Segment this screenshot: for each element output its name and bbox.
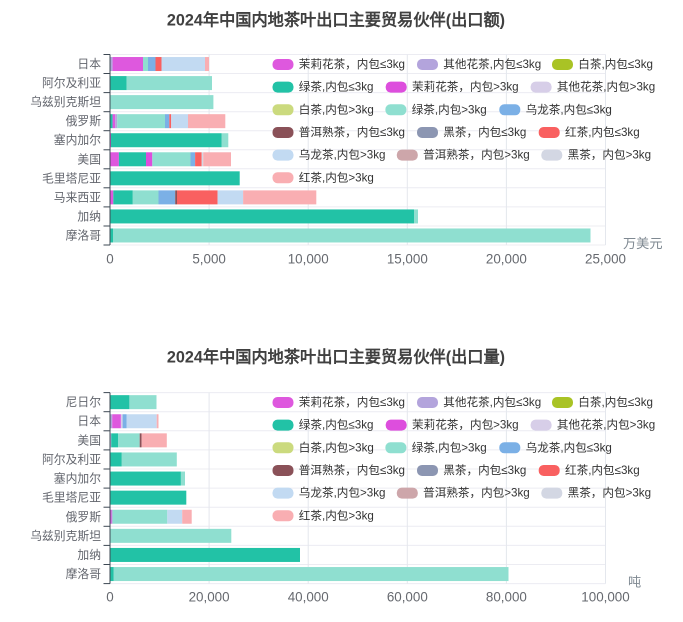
svg-text:茉莉花茶，内包≤3kg: 茉莉花茶，内包≤3kg bbox=[299, 395, 405, 409]
svg-text:塞内加尔: 塞内加尔 bbox=[54, 133, 101, 147]
svg-text:20,000: 20,000 bbox=[486, 252, 527, 267]
svg-text:白茶,内包>3kg: 白茶,内包>3kg bbox=[299, 440, 374, 454]
svg-text:白茶,内包≤3kg: 白茶,内包≤3kg bbox=[578, 57, 653, 71]
svg-text:阿尔及利亚: 阿尔及利亚 bbox=[42, 76, 101, 90]
svg-text:普洱熟茶，内包>3kg: 普洱熟茶，内包>3kg bbox=[423, 148, 530, 162]
svg-text:红茶,内包>3kg: 红茶,内包>3kg bbox=[299, 508, 374, 522]
svg-text:普洱熟茶，内包>3kg: 普洱熟茶，内包>3kg bbox=[423, 486, 530, 500]
svg-text:万美元: 万美元 bbox=[623, 236, 663, 251]
svg-text:加纳: 加纳 bbox=[77, 209, 101, 223]
svg-text:60,000: 60,000 bbox=[387, 590, 428, 605]
svg-text:20,000: 20,000 bbox=[189, 590, 230, 605]
svg-text:黑茶，内包>3kg: 黑茶，内包>3kg bbox=[568, 486, 651, 500]
svg-text:毛里塔尼亚: 毛里塔尼亚 bbox=[42, 171, 101, 185]
svg-text:俄罗斯: 俄罗斯 bbox=[66, 510, 102, 524]
svg-text:普洱熟茶，内包≤3kg: 普洱熟茶，内包≤3kg bbox=[299, 463, 405, 477]
svg-text:其他花茶,内包>3kg: 其他花茶,内包>3kg bbox=[557, 80, 655, 94]
svg-text:100,000: 100,000 bbox=[581, 590, 629, 605]
svg-text:15,000: 15,000 bbox=[387, 252, 428, 267]
svg-text:茉莉花茶，内包>3kg: 茉莉花茶，内包>3kg bbox=[412, 80, 519, 94]
svg-text:黑茶，内包>3kg: 黑茶，内包>3kg bbox=[568, 148, 651, 162]
svg-text:25,000: 25,000 bbox=[585, 252, 626, 267]
svg-text:绿茶,内包≤3kg: 绿茶,内包≤3kg bbox=[299, 418, 374, 432]
svg-text:俄罗斯: 俄罗斯 bbox=[66, 114, 102, 128]
svg-text:2024年中国内地茶叶出口主要贸易伙伴(出口量): 2024年中国内地茶叶出口主要贸易伙伴(出口量) bbox=[167, 347, 505, 366]
svg-text:毛里塔尼亚: 毛里塔尼亚 bbox=[42, 491, 101, 505]
svg-text:绿茶,内包≤3kg: 绿茶,内包≤3kg bbox=[299, 80, 374, 94]
svg-text:加纳: 加纳 bbox=[77, 548, 101, 562]
svg-text:其他花茶,内包>3kg: 其他花茶,内包>3kg bbox=[557, 418, 655, 432]
svg-text:塞内加尔: 塞内加尔 bbox=[54, 472, 101, 486]
svg-text:白茶,内包≤3kg: 白茶,内包≤3kg bbox=[578, 395, 653, 409]
svg-text:绿茶,内包>3kg: 绿茶,内包>3kg bbox=[412, 440, 487, 454]
svg-text:红茶,内包≤3kg: 红茶,内包≤3kg bbox=[565, 463, 640, 477]
svg-text:马来西亚: 马来西亚 bbox=[54, 190, 101, 204]
svg-text:美国: 美国 bbox=[77, 433, 101, 447]
svg-text:40,000: 40,000 bbox=[288, 590, 329, 605]
svg-text:美国: 美国 bbox=[77, 152, 101, 166]
svg-text:乌龙茶,内包>3kg: 乌龙茶,内包>3kg bbox=[299, 486, 386, 500]
svg-text:2024年中国内地茶叶出口主要贸易伙伴(出口额): 2024年中国内地茶叶出口主要贸易伙伴(出口额) bbox=[167, 10, 505, 29]
svg-text:茉莉花茶，内包>3kg: 茉莉花茶，内包>3kg bbox=[412, 418, 519, 432]
svg-text:日本: 日本 bbox=[77, 414, 101, 428]
svg-text:10,000: 10,000 bbox=[288, 252, 329, 267]
svg-text:乌龙茶,内包>3kg: 乌龙茶,内包>3kg bbox=[299, 148, 386, 162]
svg-text:0: 0 bbox=[106, 590, 113, 605]
svg-text:红茶,内包≤3kg: 红茶,内包≤3kg bbox=[565, 125, 640, 139]
svg-text:普洱熟茶，内包≤3kg: 普洱熟茶，内包≤3kg bbox=[299, 125, 405, 139]
svg-text:茉莉花茶，内包≤3kg: 茉莉花茶，内包≤3kg bbox=[299, 57, 405, 71]
svg-text:阿尔及利亚: 阿尔及利亚 bbox=[42, 453, 101, 467]
svg-text:摩洛哥: 摩洛哥 bbox=[66, 229, 102, 243]
svg-text:乌龙茶,内包≤3kg: 乌龙茶,内包≤3kg bbox=[526, 102, 612, 116]
svg-text:其他花茶,内包≤3kg: 其他花茶,内包≤3kg bbox=[443, 395, 541, 409]
svg-text:乌兹别克斯坦: 乌兹别克斯坦 bbox=[30, 529, 101, 543]
svg-text:黑茶，内包≤3kg: 黑茶，内包≤3kg bbox=[443, 463, 526, 477]
svg-text:黑茶，内包≤3kg: 黑茶，内包≤3kg bbox=[443, 125, 526, 139]
svg-text:白茶,内包>3kg: 白茶,内包>3kg bbox=[299, 102, 374, 116]
svg-text:日本: 日本 bbox=[77, 57, 101, 71]
svg-text:乌龙茶,内包≤3kg: 乌龙茶,内包≤3kg bbox=[526, 440, 612, 454]
svg-text:摩洛哥: 摩洛哥 bbox=[66, 567, 102, 581]
svg-text:其他花茶,内包≤3kg: 其他花茶,内包≤3kg bbox=[443, 57, 541, 71]
svg-text:0: 0 bbox=[106, 252, 113, 267]
svg-text:乌兹别克斯坦: 乌兹别克斯坦 bbox=[30, 95, 101, 109]
svg-text:红茶,内包>3kg: 红茶,内包>3kg bbox=[299, 170, 374, 184]
svg-text:80,000: 80,000 bbox=[486, 590, 527, 605]
svg-text:5,000: 5,000 bbox=[192, 252, 226, 267]
svg-text:尼日尔: 尼日尔 bbox=[66, 395, 102, 409]
svg-text:吨: 吨 bbox=[628, 575, 641, 590]
svg-text:绿茶,内包>3kg: 绿茶,内包>3kg bbox=[412, 102, 487, 116]
